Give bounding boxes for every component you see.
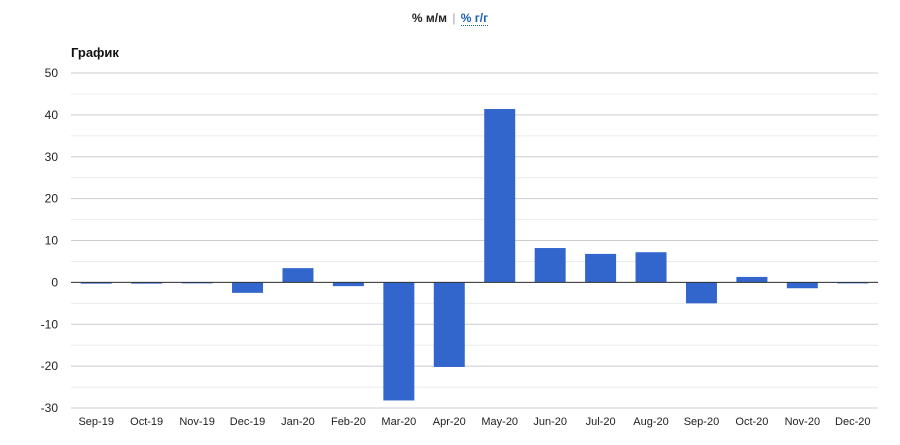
x-axis-ticks: Sep-19 Oct-19 Nov-19 Dec-19 Jan-20 Feb-20 Mar-… (78, 416, 870, 428)
bar-dec-19[interactable] (232, 282, 264, 293)
y-tick-label: 50 (45, 66, 59, 80)
y-tick-label: 0 (51, 275, 58, 289)
bar-oct-20[interactable] (736, 276, 768, 283)
bar-apr-20[interactable] (433, 282, 465, 367)
view-toggle: % м/м | % г/г (0, 11, 900, 26)
bar-may-20[interactable] (484, 109, 516, 283)
bar-aug-20[interactable] (635, 252, 667, 283)
y-tick-label: -20 (41, 359, 59, 373)
x-tick-label: Jan-20 (281, 416, 315, 428)
x-tick-label: Sep-19 (78, 416, 113, 428)
x-tick-label: May-20 (481, 416, 518, 428)
y-tick-label: -10 (41, 317, 59, 331)
toggle-separator: | (452, 11, 456, 25)
x-tick-label: Oct-20 (735, 416, 768, 428)
y-tick-label: 40 (45, 108, 59, 122)
x-tick-label: Jun-20 (533, 416, 567, 428)
bars (80, 109, 869, 401)
y-tick-label: -30 (41, 401, 59, 415)
x-tick-label: Dec-19 (230, 416, 265, 428)
x-tick-label: Nov-19 (179, 416, 214, 428)
toggle-mm-option[interactable]: % м/м (411, 11, 447, 25)
bar-jan-20[interactable] (282, 268, 314, 283)
bar-sep-20[interactable] (685, 282, 717, 304)
y-axis-ticks: 50 40 30 20 10 0 -10 -20 -30 (41, 66, 59, 415)
y-tick-label: 20 (45, 192, 59, 206)
bar-jul-20[interactable] (585, 253, 617, 283)
bar-oct-19[interactable] (131, 282, 163, 284)
bar-mar-20[interactable] (383, 282, 415, 401)
x-tick-label: Nov-20 (785, 416, 820, 428)
x-tick-label: Mar-20 (381, 416, 416, 428)
x-tick-label: Aug-20 (633, 416, 668, 428)
x-tick-label: Oct-19 (130, 416, 163, 428)
x-tick-label: Jul-20 (586, 416, 616, 428)
y-tick-label: 10 (45, 234, 59, 248)
grid-lines (71, 72, 878, 409)
toggle-yy-link[interactable]: % г/г (460, 11, 489, 26)
bar-feb-20[interactable] (332, 282, 364, 287)
x-tick-label: Apr-20 (433, 416, 466, 428)
bar-sep-19[interactable] (80, 282, 112, 284)
x-tick-label: Sep-20 (684, 416, 719, 428)
bar-nov-20[interactable] (786, 282, 818, 289)
bar-jun-20[interactable] (534, 248, 566, 283)
x-tick-label: Dec-20 (835, 416, 870, 428)
y-tick-label: 30 (45, 150, 59, 164)
x-tick-label: Feb-20 (331, 416, 366, 428)
chart-title: График (71, 45, 119, 60)
